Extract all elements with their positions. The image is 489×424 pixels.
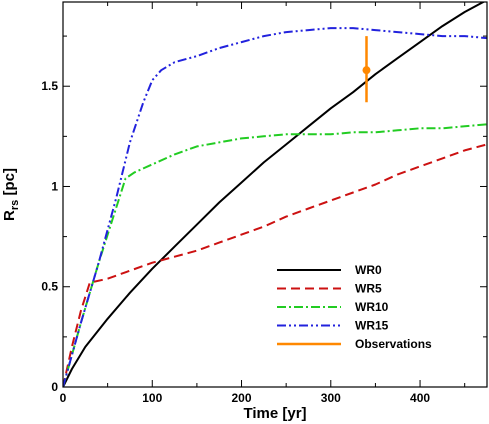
series-line-wr10 (63, 123, 487, 387)
legend-label: Observations (355, 337, 432, 351)
legend-label: WR15 (355, 319, 389, 333)
y-axis-title-subscript: rs (9, 200, 21, 210)
legend-label: WR5 (355, 282, 382, 296)
y-tick-label: 0 (51, 380, 58, 394)
legend-item-wr5: WR5 (277, 282, 382, 296)
x-axis-title: Time [yr] (243, 405, 306, 422)
legend-label: WR10 (355, 300, 389, 314)
x-tick-label: 0 (60, 391, 67, 405)
legend-label: WR0 (355, 263, 382, 277)
axis-ticks (62, 2, 487, 388)
observation-marker-group (362, 36, 371, 103)
legend-item-observations: Observations (277, 337, 432, 351)
series-line-wr5 (63, 143, 487, 387)
legend-item-wr0: WR0 (277, 263, 382, 277)
plot-lines (63, 2, 487, 387)
y-tick-label: 1.5 (41, 79, 58, 93)
y-tick-label: 0.5 (41, 280, 58, 294)
observation-point (362, 66, 371, 75)
y-tick-label: 1 (51, 179, 58, 193)
y-axis-title: Rrs [pc] (1, 168, 21, 221)
legend: WR0 WR5 WR10 WR15 Observations (277, 263, 432, 351)
x-tick-label: 400 (410, 391, 430, 405)
tick-labels: 0 100 200 300 400 0 0.5 1 1.5 (41, 79, 430, 405)
x-tick-label: 200 (232, 391, 252, 405)
series-line-wr0 (63, 2, 486, 387)
x-tick-label: 100 (142, 391, 162, 405)
plot-frame (62, 1, 488, 388)
y-axis-title-unit: [pc] (1, 168, 18, 200)
legend-item-wr15: WR15 (277, 319, 389, 333)
series-line-wr15 (63, 27, 487, 387)
legend-item-wr10: WR10 (277, 300, 389, 314)
y-axis-title-main: R (1, 210, 18, 221)
x-tick-label: 300 (321, 391, 341, 405)
